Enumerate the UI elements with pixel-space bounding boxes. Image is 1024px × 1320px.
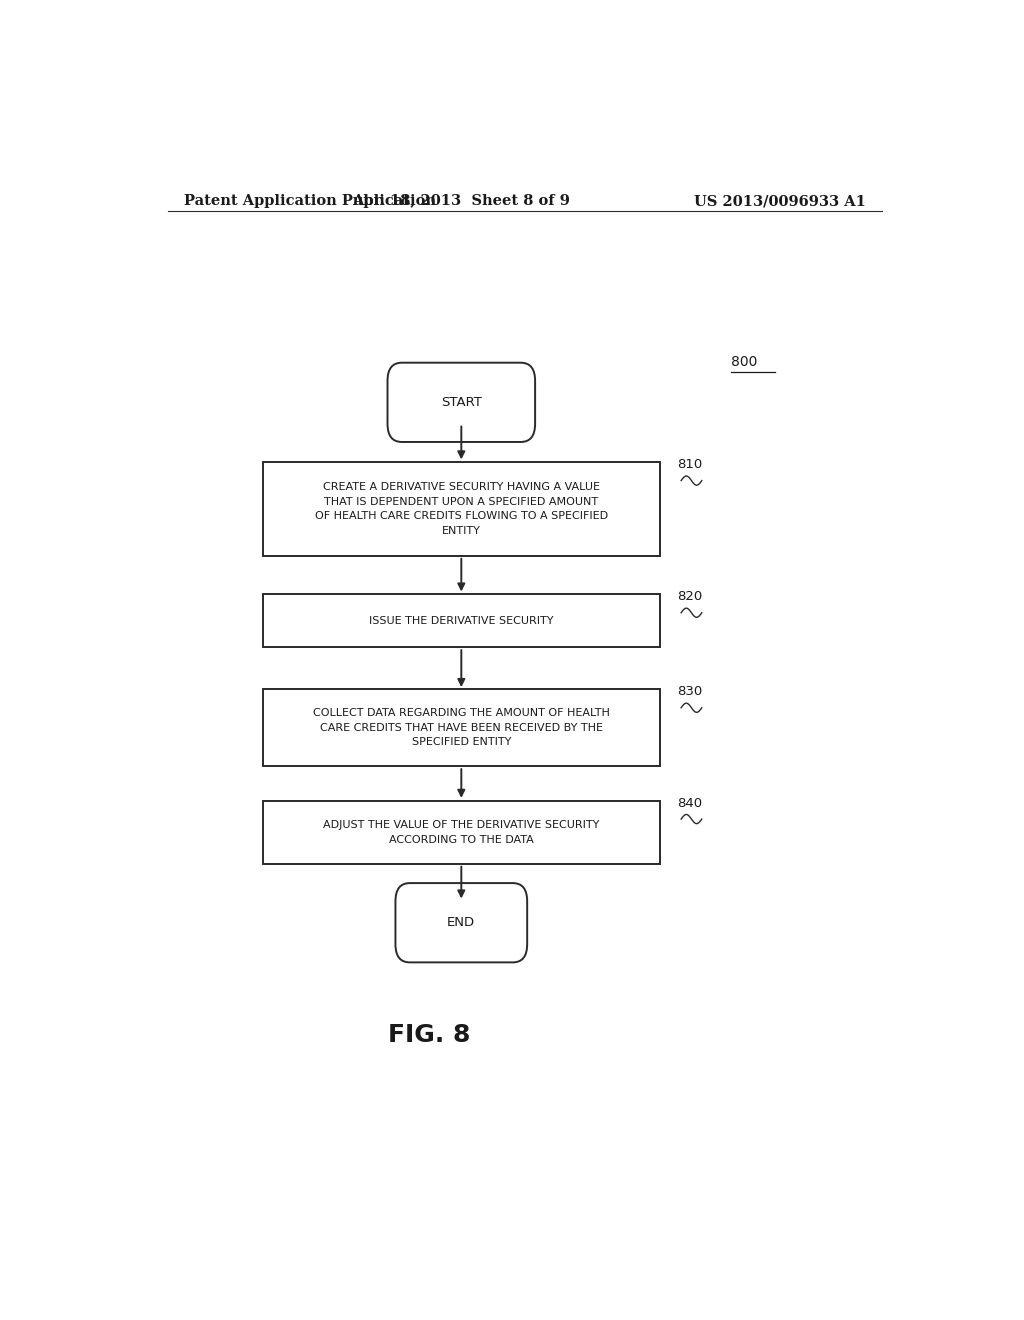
Text: US 2013/0096933 A1: US 2013/0096933 A1: [694, 194, 866, 209]
Text: 830: 830: [677, 685, 702, 698]
Text: ADJUST THE VALUE OF THE DERIVATIVE SECURITY
ACCORDING TO THE DATA: ADJUST THE VALUE OF THE DERIVATIVE SECUR…: [324, 820, 599, 845]
Bar: [263, 801, 659, 863]
Text: Patent Application Publication: Patent Application Publication: [183, 194, 435, 209]
Bar: [263, 594, 659, 647]
Text: START: START: [441, 396, 481, 409]
Text: 800: 800: [731, 355, 758, 368]
Text: 810: 810: [677, 458, 702, 471]
Text: CREATE A DERIVATIVE SECURITY HAVING A VALUE
THAT IS DEPENDENT UPON A SPECIFIED A: CREATE A DERIVATIVE SECURITY HAVING A VA…: [314, 482, 608, 536]
Text: ISSUE THE DERIVATIVE SECURITY: ISSUE THE DERIVATIVE SECURITY: [369, 616, 554, 626]
Text: FIG. 8: FIG. 8: [388, 1023, 471, 1047]
Bar: [263, 689, 659, 766]
Text: COLLECT DATA REGARDING THE AMOUNT OF HEALTH
CARE CREDITS THAT HAVE BEEN RECEIVED: COLLECT DATA REGARDING THE AMOUNT OF HEA…: [313, 708, 609, 747]
FancyBboxPatch shape: [387, 363, 536, 442]
Text: END: END: [447, 916, 475, 929]
Text: 820: 820: [677, 590, 702, 603]
FancyBboxPatch shape: [395, 883, 527, 962]
Text: Apr. 18, 2013  Sheet 8 of 9: Apr. 18, 2013 Sheet 8 of 9: [352, 194, 570, 209]
Bar: [263, 462, 659, 556]
Text: 840: 840: [677, 797, 702, 809]
